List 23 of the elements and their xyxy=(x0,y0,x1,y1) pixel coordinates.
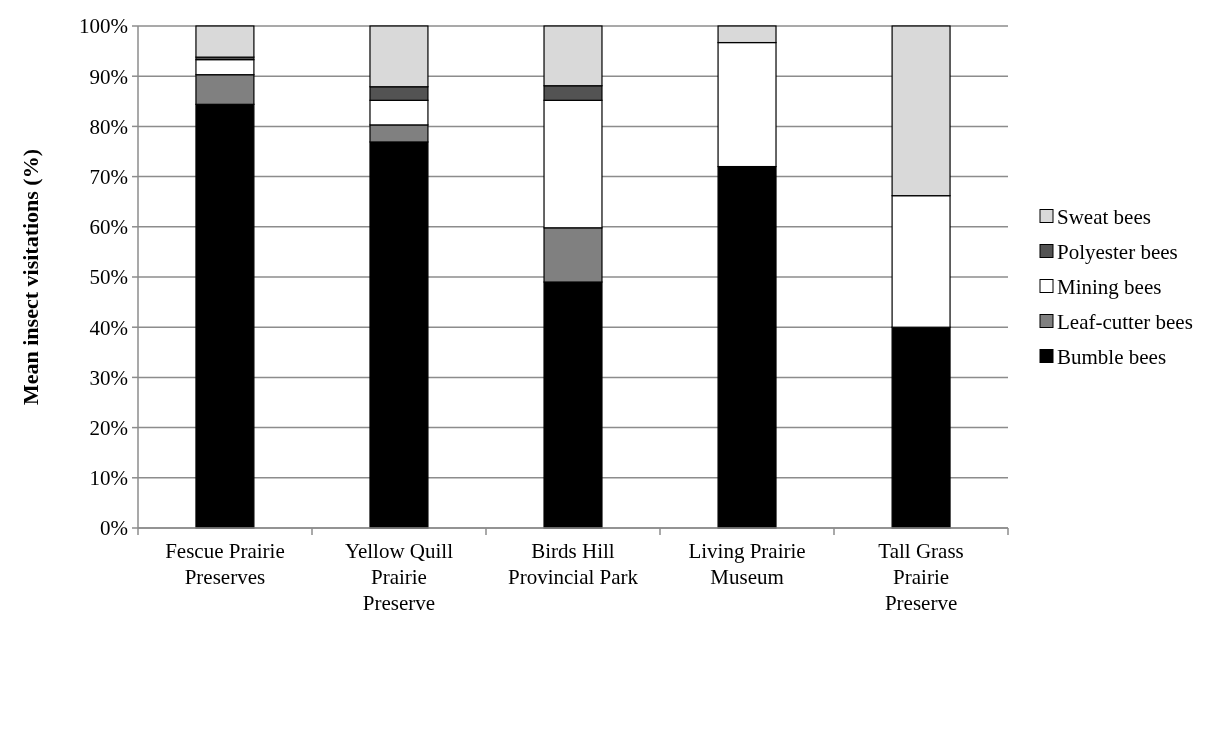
x-tick-label: Living Prairie Museum xyxy=(688,539,806,589)
legend-label: Leaf-cutter bees xyxy=(1057,309,1193,334)
y-tick-label: 40% xyxy=(89,315,128,340)
y-tick-label: 80% xyxy=(89,114,128,139)
bar xyxy=(195,25,255,58)
x-tick-label: Birds Hill Provincial Park xyxy=(507,539,639,589)
legend-label: Mining bees xyxy=(1057,274,1162,299)
x-tick-label: Fescue Prairie Preserves xyxy=(165,539,285,589)
y-tick-label: 0% xyxy=(100,516,128,541)
y-tick-label: 70% xyxy=(89,164,128,189)
y-axis-title: Mean insect visitations (%) xyxy=(18,148,43,406)
x-tick-label: Tall Grass Prairie Preserve xyxy=(878,539,964,615)
legend-label: Polyester bees xyxy=(1057,239,1178,264)
y-tick-label: 10% xyxy=(89,466,128,491)
x-tick-label: Yellow Quill Prairie Preserve xyxy=(344,539,454,615)
legend-label: Sweat bees xyxy=(1057,204,1151,229)
y-tick-label: 20% xyxy=(89,415,128,440)
y-tick-label: 60% xyxy=(89,215,128,240)
legend-label: Bumble bees xyxy=(1057,344,1167,369)
y-tick-label: 100% xyxy=(79,14,128,39)
y-tick-label: 90% xyxy=(89,64,128,89)
y-tick-label: 50% xyxy=(89,265,128,290)
y-tick-label: 30% xyxy=(89,365,128,390)
